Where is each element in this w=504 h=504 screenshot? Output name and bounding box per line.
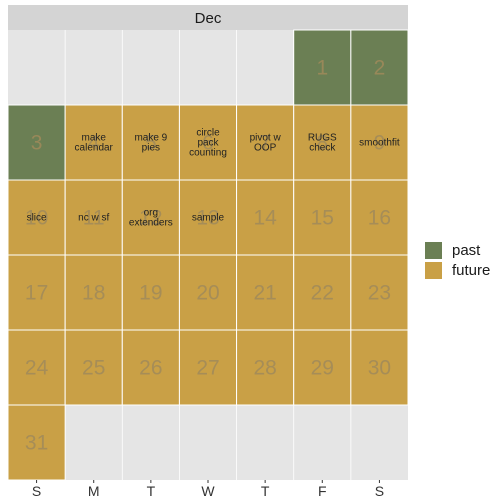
- day-cell: [7, 329, 66, 406]
- day-number: 15: [311, 207, 334, 230]
- day-number: 22: [311, 282, 334, 305]
- day-cell: [64, 329, 123, 406]
- day-number: 17: [25, 282, 48, 305]
- day-number: 25: [82, 357, 105, 380]
- weekday-tick-label: S: [375, 483, 384, 499]
- day-number: 9: [374, 132, 386, 155]
- day-number: 31: [25, 432, 48, 455]
- weekday-tick-label: T: [261, 483, 270, 499]
- day-number: 30: [368, 357, 391, 380]
- day-cell: [64, 104, 123, 181]
- legend-item-future: future: [425, 260, 490, 280]
- day-number: 19: [139, 282, 162, 305]
- legend-label-future: future: [452, 261, 491, 279]
- day-number: 23: [368, 282, 391, 305]
- day-cell: [350, 104, 409, 181]
- day-number: 4: [88, 132, 100, 155]
- day-number: 7: [259, 132, 271, 155]
- day-number: 26: [139, 357, 162, 380]
- day-cell: [293, 329, 352, 406]
- day-number: 12: [139, 207, 162, 230]
- legend-item-past: past: [425, 240, 490, 260]
- weekday-tick-label: S: [32, 483, 41, 499]
- day-number: 5: [145, 132, 157, 155]
- day-number: 20: [196, 282, 219, 305]
- day-cell: [350, 29, 409, 106]
- day-cell: [293, 254, 352, 331]
- day-cell: [350, 329, 409, 406]
- day-task-label: circle pack counting: [189, 128, 227, 159]
- day-cell: [7, 404, 66, 481]
- day-number: 14: [253, 207, 277, 230]
- day-task-label: smoothfit: [359, 138, 400, 149]
- day-cell: [293, 104, 352, 181]
- day-cell: [236, 104, 295, 181]
- day-cell: [236, 179, 295, 256]
- day-number: 13: [196, 207, 219, 230]
- day-cell: [121, 104, 180, 181]
- day-task-label: nc w sf: [78, 213, 109, 224]
- day-number: 18: [82, 282, 105, 305]
- facet-label: Dec: [195, 10, 222, 27]
- day-cell: [178, 254, 238, 331]
- day-number: 11: [83, 207, 105, 230]
- legend-swatch-past: [425, 241, 442, 259]
- day-cell: [350, 179, 409, 256]
- day-task-label: sample: [192, 213, 225, 224]
- day-task-label: make 9 pies: [134, 133, 167, 154]
- day-number: 27: [196, 357, 219, 380]
- day-cell: [178, 329, 238, 406]
- day-cell: [350, 254, 409, 331]
- day-number: 28: [253, 357, 276, 380]
- legend-swatch-future: [425, 261, 442, 279]
- day-cell: [236, 329, 295, 406]
- day-number: 24: [25, 357, 49, 380]
- day-number: 21: [253, 282, 276, 305]
- day-task-label: make calendar: [75, 133, 114, 154]
- day-number: 3: [31, 132, 43, 155]
- day-cell: [64, 179, 123, 256]
- day-task-label: pivot w OOP: [250, 133, 282, 154]
- day-cell: [7, 254, 66, 331]
- weekday-tick-label: T: [147, 483, 156, 499]
- day-cell: [121, 179, 180, 256]
- day-number: 16: [368, 207, 391, 230]
- legend-label-past: past: [452, 241, 481, 259]
- facet-strip: [8, 5, 408, 30]
- day-task-label: RUGS check: [308, 133, 337, 154]
- day-cell: [293, 179, 352, 256]
- weekday-tick-label: M: [88, 483, 100, 499]
- day-number: 8: [316, 132, 328, 155]
- day-cell: [7, 104, 66, 181]
- day-number: 29: [311, 357, 334, 380]
- weekday-tick-label: W: [201, 483, 215, 499]
- day-cell: [178, 179, 238, 256]
- day-number: 6: [202, 132, 214, 155]
- day-number: 10: [25, 207, 48, 230]
- day-number: 1: [316, 57, 328, 80]
- legend: past future: [425, 240, 490, 280]
- day-cell: [121, 329, 180, 406]
- day-number: 2: [374, 57, 386, 80]
- day-cell: [121, 254, 180, 331]
- weekday-tick-label: F: [318, 483, 327, 499]
- day-cell: [178, 104, 238, 181]
- day-task-label: org extenders: [129, 208, 173, 229]
- day-task-label: slice: [27, 213, 47, 224]
